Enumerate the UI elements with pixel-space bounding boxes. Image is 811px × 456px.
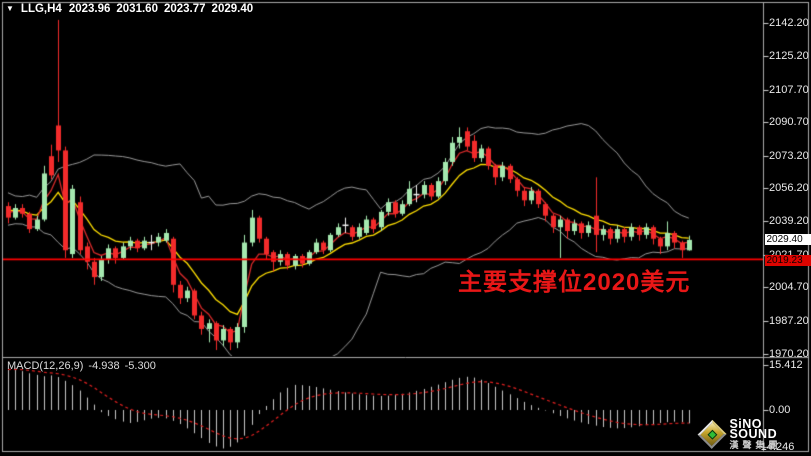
price-tick-label: 2107.70 [769, 83, 809, 96]
macd-name: MACD(12,26,9) [7, 360, 84, 372]
low-value: 2023.77 [163, 3, 206, 15]
symbol-dropdown-icon[interactable]: ▼ [6, 3, 14, 13]
brand-name: SiNO SOUND [729, 417, 778, 441]
price-tick-label: 1970.20 [769, 347, 809, 360]
brand-cjk-name: 漢聲集團 [729, 440, 782, 450]
macd-signal-value: -5.300 [124, 360, 156, 372]
price-tick-label: 1987.20 [769, 314, 809, 327]
current-price-badge: 2029.40 [764, 234, 811, 245]
macd-main-value: -4.938 [88, 360, 120, 372]
price-tick-label: 2004.70 [769, 281, 809, 294]
symbol-timeframe-label: LLG,H4 [20, 3, 62, 15]
high-value: 2031.60 [116, 3, 158, 15]
open-value: 2023.96 [68, 3, 111, 15]
price-tick-label: 2142.20 [769, 17, 809, 30]
price-tick-label: 2039.20 [769, 215, 809, 228]
chart-header: ▼ LLG,H4 2023.96 2031.60 2023.77 2029.40 [6, 3, 253, 15]
sino-diamond-icon [697, 419, 727, 450]
macd-indicator-label: MACD(12,26,9) -4.938 -5.300 [7, 360, 156, 372]
price-tick-label: 2056.20 [769, 182, 809, 195]
price-tick-label: 2090.70 [769, 116, 809, 129]
price-tick-label: 2125.20 [769, 50, 809, 62]
macd-zero-label: 0.00 [769, 404, 791, 416]
close-value: 2029.40 [211, 3, 254, 15]
support-annotation: 主要支撑位2020美元 [458, 269, 691, 296]
price-tick-label: 2073.20 [769, 149, 809, 162]
support-price-badge: 2019.23 [764, 255, 811, 266]
macd-max-label: 15.412 [769, 359, 803, 371]
macd-min-label: -14.246 [757, 441, 795, 453]
brand-logo: SiNO SOUND 漢聲集團 [697, 417, 811, 450]
ohlc-values: 2023.96 2031.60 2023.77 2029.40 [69, 3, 253, 15]
